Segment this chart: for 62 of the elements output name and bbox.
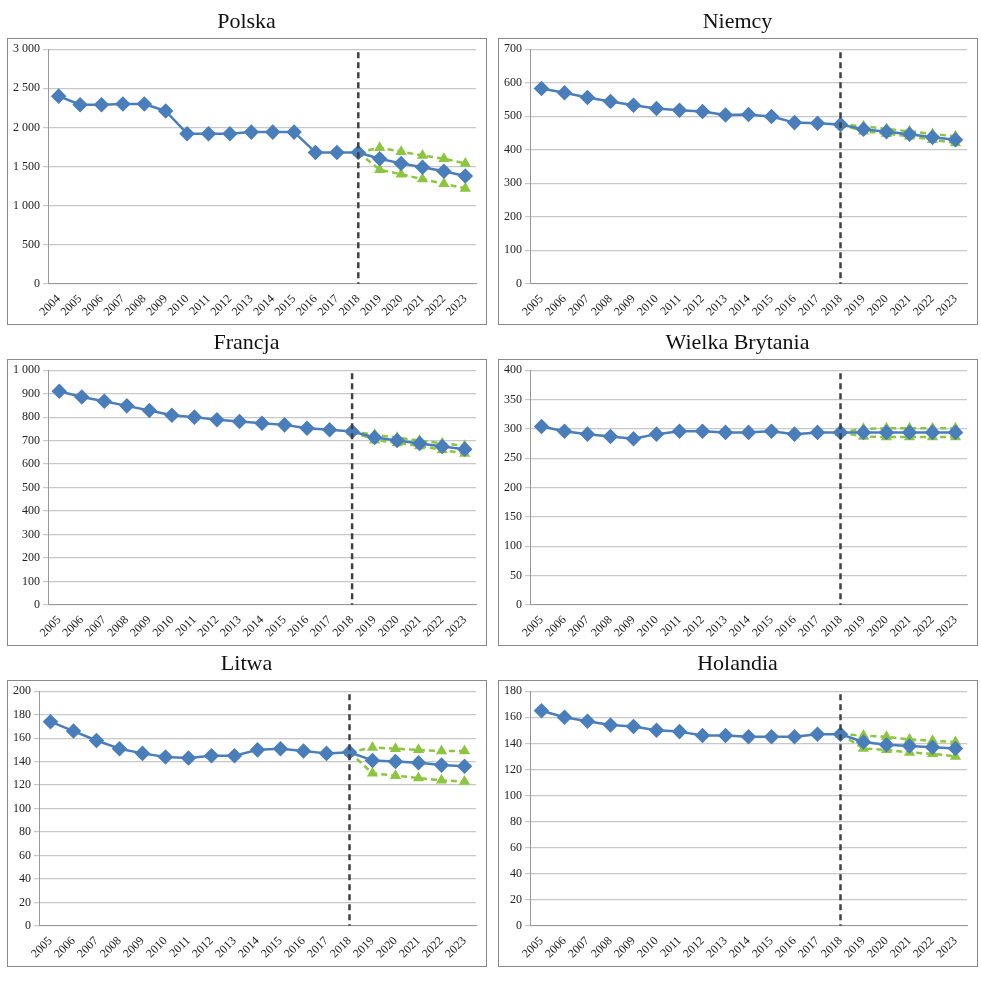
y-tick-label: 20: [18, 894, 31, 909]
chart-title: Wielka Brytania: [665, 328, 810, 356]
y-tick-label: 400: [503, 362, 522, 377]
y-tick-label: 0: [33, 276, 40, 290]
chart-title: Niemcy: [702, 7, 773, 35]
y-tick-label: 0: [24, 918, 31, 932]
y-tick-label: 200: [21, 550, 40, 565]
y-tick-label: 0: [515, 918, 522, 932]
y-tick-label: 150: [503, 509, 522, 524]
y-tick-label: 800: [21, 409, 40, 424]
y-tick-label: 1 000: [12, 197, 40, 212]
y-tick-label: 250: [503, 450, 522, 465]
y-tick-label: 1 000: [12, 362, 40, 377]
y-tick-label: 50: [509, 567, 522, 582]
y-tick-label: 400: [503, 141, 522, 156]
y-tick-label: 80: [509, 813, 522, 828]
y-tick-label: 200: [12, 683, 31, 698]
y-tick-label: 0: [33, 597, 40, 611]
y-tick-label: 0: [515, 276, 522, 290]
y-tick-label: 40: [509, 865, 522, 880]
y-tick-label: 2 000: [12, 119, 40, 134]
y-tick-label: 700: [503, 41, 522, 56]
y-tick-label: 140: [503, 735, 522, 750]
y-tick-label: 200: [503, 208, 522, 223]
y-tick-label: 300: [503, 421, 522, 436]
y-tick-label: 60: [18, 847, 31, 862]
y-tick-label: 3 000: [12, 41, 40, 56]
y-tick-label: 60: [509, 839, 522, 854]
y-tick-label: 120: [503, 761, 522, 776]
y-tick-label: 1 500: [12, 158, 40, 173]
y-tick-label: 700: [21, 432, 40, 447]
chart-title: Francja: [213, 328, 280, 356]
y-tick-label: 600: [503, 74, 522, 89]
y-tick-label: 100: [503, 538, 522, 553]
y-tick-label: 600: [21, 456, 40, 471]
y-tick-label: 160: [503, 709, 522, 724]
y-tick-label: 180: [503, 683, 522, 698]
y-tick-label: 120: [12, 777, 31, 792]
y-tick-label: 200: [503, 479, 522, 494]
chart-title: Polska: [217, 7, 276, 35]
y-tick-label: 500: [21, 479, 40, 494]
y-tick-label: 900: [21, 385, 40, 400]
y-tick-label: 20: [509, 891, 522, 906]
y-tick-label: 100: [503, 787, 522, 802]
chart-title: Holandia: [697, 649, 778, 677]
y-tick-label: 350: [503, 391, 522, 406]
y-tick-label: 40: [18, 871, 31, 886]
y-tick-label: 300: [503, 175, 522, 190]
y-tick-label: 80: [18, 824, 31, 839]
y-tick-label: 500: [503, 108, 522, 123]
y-tick-label: 500: [21, 236, 40, 251]
y-tick-label: 0: [515, 597, 522, 611]
y-tick-label: 100: [503, 242, 522, 257]
y-tick-label: 2 500: [12, 80, 40, 95]
y-tick-label: 100: [21, 573, 40, 588]
y-tick-label: 180: [12, 706, 31, 721]
y-tick-label: 160: [12, 730, 31, 745]
y-tick-label: 100: [12, 800, 31, 815]
y-tick-label: 140: [12, 753, 31, 768]
y-tick-label: 400: [21, 503, 40, 518]
y-tick-label: 300: [21, 526, 40, 541]
chart-title: Litwa: [220, 649, 273, 677]
